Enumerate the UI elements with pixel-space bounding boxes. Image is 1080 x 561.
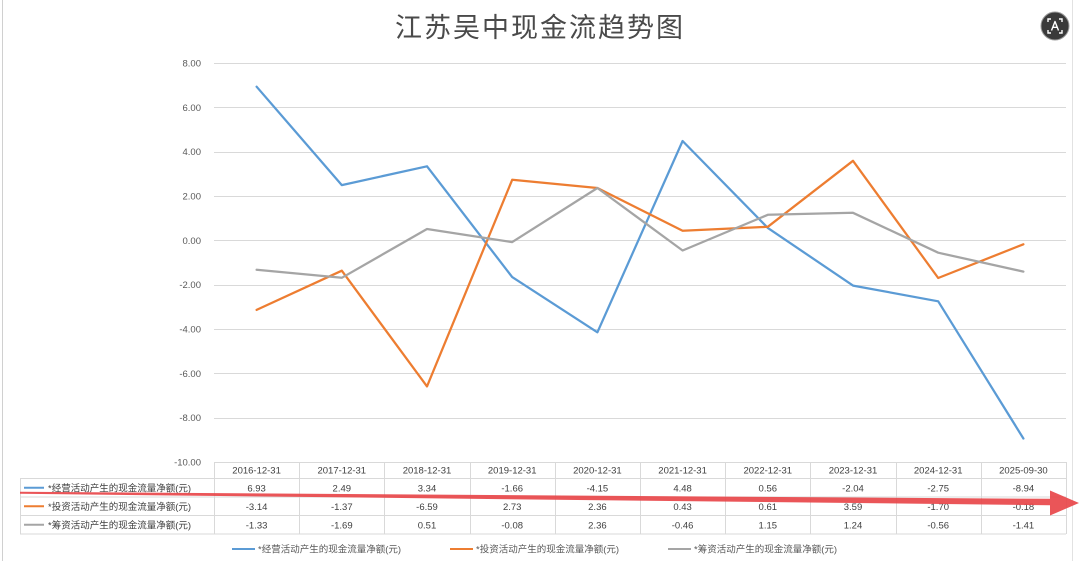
table-cell: -2.75 [927, 483, 949, 494]
table-cell: -0.46 [672, 520, 694, 531]
plot-series [255, 85, 1025, 440]
annotation-layer [20, 490, 1079, 516]
table-cell: -2.04 [842, 483, 864, 494]
table-cell: -8.94 [1013, 483, 1035, 494]
legend-label: *筹资活动产生的现金流量净额(元) [694, 544, 837, 556]
table-header-cell: 2022-12-31 [743, 466, 792, 477]
y-tick-label: 4.00 [183, 147, 202, 158]
y-tick-label: -8.00 [179, 413, 201, 424]
table-cell: 3.59 [844, 502, 863, 513]
table-cell: 1.24 [844, 520, 863, 531]
table-cell: -3.14 [246, 502, 268, 513]
table-cell: -0.18 [1013, 502, 1035, 513]
table-cell: -1.37 [331, 502, 353, 513]
series-line-financing-cash-flow [255, 186, 1025, 279]
table-row-financing-cash-flow: *筹资活动产生的现金流量净额(元) -1.33 -1.69 0.51 -0.08 2.36… [24, 519, 1034, 531]
table-row-label: *经营活动产生的现金流量净额(元) [48, 482, 191, 494]
table-cell: -6.59 [416, 502, 438, 513]
table-header-cell: 2021-12-31 [658, 466, 707, 477]
table-header-cell: 2016-12-31 [232, 466, 281, 477]
series-line-operating-cash-flow [255, 85, 1025, 440]
y-axis: 8.00 6.00 4.00 2.00 0.00 -2.00 -4.00 -6.00 -8.00… [174, 59, 201, 469]
table-header-cell: 2020-12-31 [573, 466, 622, 477]
table-cell: 3.34 [418, 483, 437, 494]
table-row-label: *投资活动产生的现金流量净额(元) [48, 501, 191, 513]
table-cell: 4.48 [673, 483, 692, 494]
chart-title: 江苏吴中现金流趋势图 [395, 13, 685, 43]
y-tick-label: -4.00 [179, 325, 201, 336]
y-tick-label: -6.00 [179, 369, 201, 380]
table-header-cell: 2023-12-31 [829, 466, 878, 477]
table-header-cell: 2025-09-30 [999, 466, 1048, 477]
table-cell: -1.41 [1013, 520, 1035, 531]
legend-label: *投资活动产生的现金流量净额(元) [476, 544, 619, 556]
legend-item-financing-cash-flow: *筹资活动产生的现金流量净额(元) [668, 544, 837, 556]
table-header-cell: 2017-12-31 [317, 466, 366, 477]
table-cell: 0.56 [759, 483, 778, 494]
text-recognition-button[interactable] [1040, 11, 1070, 41]
y-tick-label: 0.00 [183, 236, 202, 247]
table-cell: 2.36 [588, 520, 607, 531]
table-row-label: *筹资活动产生的现金流量净额(元) [48, 519, 191, 531]
y-tick-label: 8.00 [183, 59, 202, 70]
table-cell: -1.33 [246, 520, 268, 531]
table-cell: -4.15 [587, 483, 609, 494]
table-row-investing-cash-flow: *投资活动产生的现金流量净额(元) -3.14 -1.37 -6.59 2.73 2.36… [24, 501, 1034, 513]
table-cell: -0.08 [501, 520, 523, 531]
y-tick-label: -10.00 [174, 458, 201, 469]
text-recognition-icon [1040, 11, 1070, 41]
table-cell: 2.73 [503, 502, 522, 513]
y-tick-label: 6.00 [183, 103, 202, 114]
table-cell: -0.56 [927, 520, 949, 531]
legend-label: *经营活动产生的现金流量净额(元) [258, 544, 401, 556]
legend-item-investing-cash-flow: *投资活动产生的现金流量净额(元) [450, 544, 619, 556]
table-cell: -1.66 [501, 483, 523, 494]
table-cell: 0.43 [673, 502, 692, 513]
gridlines [214, 63, 1066, 463]
table-header-cell: 2019-12-31 [488, 466, 537, 477]
table-header-cell: 2018-12-31 [403, 466, 452, 477]
table-cell: 1.15 [759, 520, 778, 531]
y-tick-label: 2.00 [183, 192, 202, 203]
table-cell: 6.93 [247, 483, 266, 494]
legend: *经营活动产生的现金流量净额(元) *投资活动产生的现金流量净额(元) *筹资活动产… [232, 544, 837, 556]
table-cell: 2.36 [588, 502, 607, 513]
table-row-operating-cash-flow: *经营活动产生的现金流量净额(元) 6.93 2.49 3.34 -1.66 -4.15 4… [24, 482, 1034, 494]
table-cell: -1.70 [927, 502, 949, 513]
series-line-investing-cash-flow [255, 159, 1025, 388]
legend-item-operating-cash-flow: *经营活动产生的现金流量净额(元) [232, 544, 401, 556]
table-cell: 0.51 [418, 520, 437, 531]
y-tick-label: -2.00 [179, 280, 201, 291]
table-cell: 0.61 [759, 502, 778, 513]
table-cell: 2.49 [333, 483, 352, 494]
red-arrow-annotation [20, 490, 1079, 516]
table-header-cell: 2024-12-31 [914, 466, 963, 477]
table-cell: -1.69 [331, 520, 353, 531]
